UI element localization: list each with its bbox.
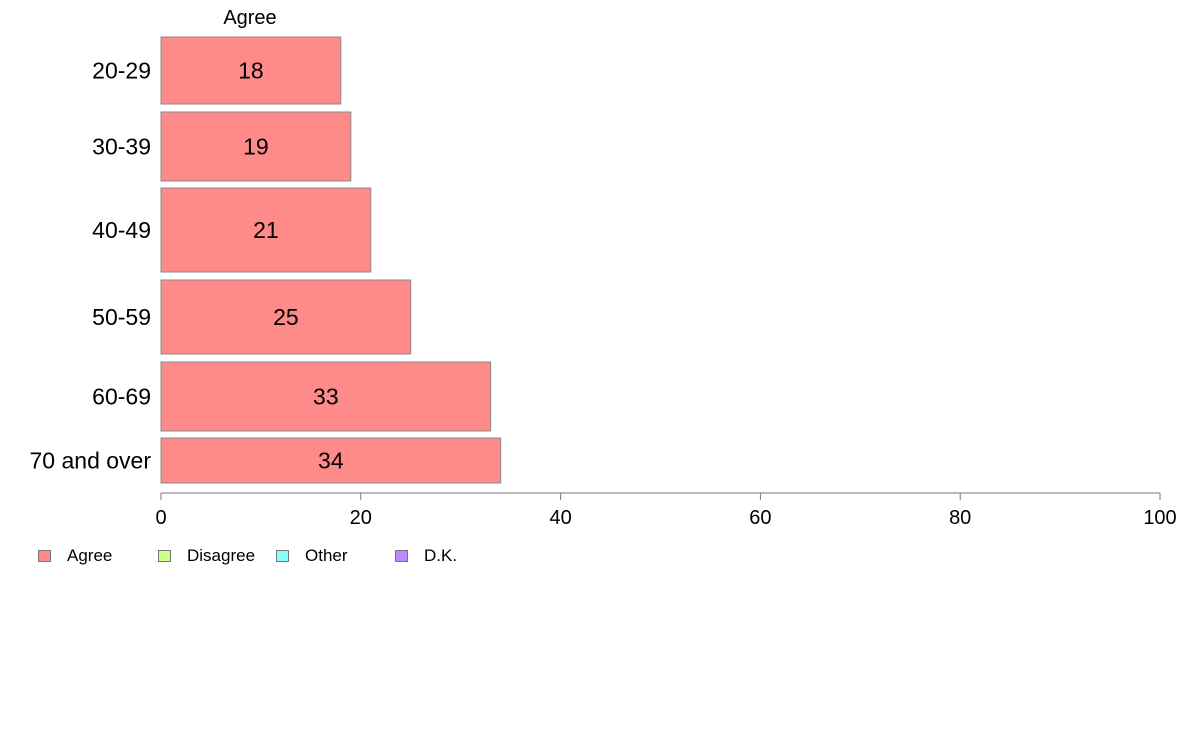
x-tick-label: 20 bbox=[350, 507, 372, 529]
bar-chart: Agree 18 20-29 19 30-39 21 40-49 25 50-59 33 60-6… bbox=[30, 7, 1177, 529]
bar-40-49 bbox=[160, 187, 372, 273]
value-label-70-and-over: 34 bbox=[318, 448, 344, 474]
bar-50-59 bbox=[160, 279, 412, 355]
category-label-60-69: 60-69 bbox=[92, 384, 151, 410]
x-tick-label: 60 bbox=[749, 507, 771, 529]
legend-label-dk: D.K. bbox=[424, 546, 458, 565]
legend-item-disagree: Disagree bbox=[158, 546, 255, 566]
legend-swatch-other bbox=[276, 550, 289, 562]
category-label-40-49: 40-49 bbox=[92, 217, 151, 243]
x-tick-label: 100 bbox=[1143, 507, 1176, 529]
x-tick-label: 40 bbox=[549, 507, 571, 529]
legend-item-other: Other bbox=[276, 546, 348, 566]
legend-swatch-disagree bbox=[158, 550, 171, 562]
legend-swatch-agree bbox=[38, 550, 51, 562]
bar-20-29 bbox=[160, 36, 342, 105]
value-label-60-69: 33 bbox=[313, 384, 339, 410]
value-label-20-29: 18 bbox=[238, 58, 264, 84]
category-label-70-and-over: 70 and over bbox=[30, 448, 152, 474]
chart-title: Agree bbox=[223, 7, 276, 29]
legend-label-disagree: Disagree bbox=[187, 546, 256, 565]
x-tick-label: 80 bbox=[949, 507, 971, 529]
legend-label-other: Other bbox=[305, 546, 348, 565]
value-label-50-59: 25 bbox=[273, 304, 299, 330]
bar-30-39 bbox=[160, 111, 352, 182]
legend-swatch-dk bbox=[395, 550, 408, 562]
category-label-20-29: 20-29 bbox=[92, 58, 151, 84]
legend-item-dk: D.K. bbox=[395, 546, 457, 566]
category-label-30-39: 30-39 bbox=[92, 134, 151, 160]
x-tick-label: 0 bbox=[155, 507, 166, 529]
value-label-40-49: 21 bbox=[253, 217, 279, 243]
bar-60-69 bbox=[160, 361, 492, 432]
value-label-30-39: 19 bbox=[243, 134, 269, 160]
bar-70-and-over bbox=[160, 437, 502, 484]
legend-label-agree: Agree bbox=[67, 546, 113, 565]
category-label-50-59: 50-59 bbox=[92, 304, 151, 330]
legend-item-agree: Agree bbox=[38, 546, 112, 566]
